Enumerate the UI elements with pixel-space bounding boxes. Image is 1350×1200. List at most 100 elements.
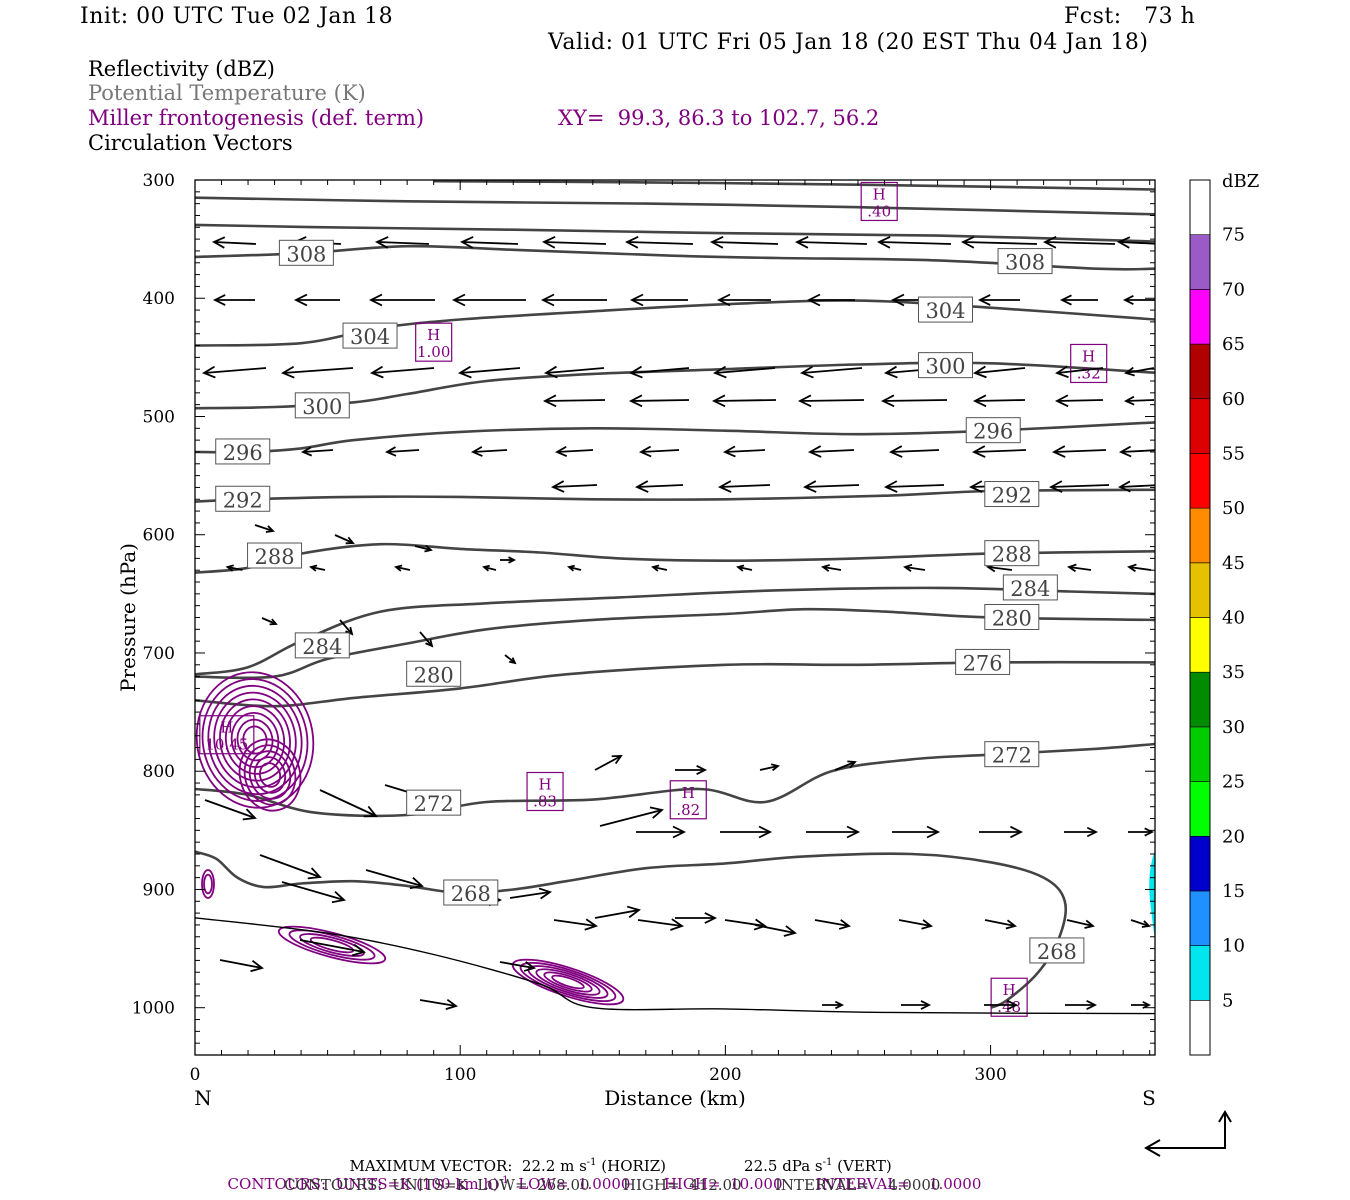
circulation-vector <box>1056 399 1104 402</box>
colorbar-tick-label: 35 <box>1222 662 1245 683</box>
circulation-vector-head <box>211 236 226 249</box>
circulation-vector <box>714 367 776 374</box>
circulation-vector <box>259 854 321 878</box>
theta-label-292: 292 <box>992 484 1032 508</box>
frontogenesis-contour <box>299 933 365 957</box>
circulation-vector-head <box>212 294 226 306</box>
circulation-vector-head <box>280 365 295 379</box>
circulation-vector <box>1118 241 1155 245</box>
circulation-vector-head <box>1051 445 1066 458</box>
circulation-vector <box>371 367 435 374</box>
circulation-vector <box>302 449 334 453</box>
circulation-vector-head <box>797 394 812 408</box>
theta-label-box <box>294 392 350 419</box>
circulation-vector <box>719 484 771 488</box>
theta-label-288: 288 <box>255 545 295 569</box>
high-marker-value: .82 <box>676 801 700 819</box>
theta-label-box <box>997 248 1053 275</box>
circulation-vector-head <box>584 918 598 931</box>
circulation-vector <box>984 919 1016 927</box>
circulation-vector-head <box>628 394 643 408</box>
high-marker-label: H <box>1082 347 1095 365</box>
legend-reflectivity: Reflectivity (dBZ) <box>88 57 276 81</box>
footer-max-vector: MAXIMUM VECTOR: 22.2 m s-1 (HORIZ) 22.5 d… <box>340 1139 892 1175</box>
circulation-vector-head <box>384 446 397 457</box>
theta-label-292: 292 <box>223 488 263 512</box>
theta-label-box <box>984 604 1040 630</box>
contours1-b: LOW= 1.0000 HIGH= 10.000 INTERVAL= 1.000… <box>508 1175 982 1193</box>
colorbar-tick-label: 20 <box>1222 826 1245 847</box>
frontogenesis-contour <box>207 684 303 796</box>
circulation-vector-head <box>651 564 660 572</box>
y-tick-label: 500 <box>143 407 175 427</box>
circulation-vector <box>599 809 663 827</box>
theta-contour-292 <box>195 488 1155 503</box>
circulation-vector <box>1130 919 1150 927</box>
footer-contours-frontogenesis: CONTOURS: UNITS=K (100 km h)-1 LOW= 1.00… <box>218 1157 982 1193</box>
theta-label-276: 276 <box>963 651 1003 675</box>
circulation-vector <box>640 449 680 453</box>
circulation-vector <box>814 919 850 927</box>
colorbar-segment <box>1189 562 1211 618</box>
circulation-vector-head <box>1118 445 1132 458</box>
colorbar-unit: dBZ <box>1222 171 1259 192</box>
high-marker-label: H <box>873 185 886 203</box>
x-tick-label: 100 <box>444 1065 476 1085</box>
circulation-vector <box>509 891 551 899</box>
theta-contour-296 <box>195 421 1155 454</box>
frontogenesis-contour <box>253 756 287 794</box>
circulation-vector <box>365 869 423 887</box>
high-marker-box <box>415 322 453 362</box>
circulation-vector-head <box>926 825 941 839</box>
circulation-vector-head <box>1123 395 1135 406</box>
circulation-vector <box>219 959 263 969</box>
high-marker-value: .83 <box>533 793 557 811</box>
colorbar-tick-label: 50 <box>1222 498 1245 519</box>
colorbar-segment <box>1189 835 1211 892</box>
circulation-vector-head <box>717 480 732 493</box>
circulation-vector-head <box>876 235 891 249</box>
circulation-vector <box>724 449 766 453</box>
circulation-vector-head <box>626 905 641 919</box>
circulation-vector <box>254 524 274 532</box>
max-vector-exp: -1 <box>586 1157 597 1168</box>
theta-label-296: 296 <box>223 441 263 465</box>
high-marker-label: H <box>539 776 552 794</box>
circulation-vector-head <box>1010 825 1024 839</box>
circulation-vector-head <box>672 825 687 839</box>
colorbar-tick-label: 60 <box>1222 389 1245 410</box>
circulation-vector-head <box>345 626 354 636</box>
circulation-vector-head <box>567 564 575 572</box>
circulation-vector <box>472 449 508 453</box>
circulation-vector <box>334 534 354 544</box>
theta-label-272: 272 <box>992 744 1032 768</box>
circulation-vector <box>974 367 1026 374</box>
circulation-vector-head <box>265 525 275 533</box>
circulation-vector-head <box>716 293 731 307</box>
circulation-vector-head <box>1086 999 1098 1011</box>
valid-time: Valid: 01 UTC Fri 05 Jan 18 (20 EST Thu … <box>548 30 1149 55</box>
circulation-vector-head <box>921 919 933 930</box>
high-marker-box <box>526 771 564 812</box>
y-tick-label: 300 <box>143 171 175 191</box>
circulation-vector-head <box>888 445 903 458</box>
circulation-vector <box>1068 566 1092 571</box>
theta-label-268: 268 <box>451 882 491 906</box>
theta-label-box <box>215 438 271 465</box>
circulation-vector-head <box>649 806 664 819</box>
circulation-vector-head <box>1086 826 1099 838</box>
circulation-vector <box>1044 241 1116 245</box>
circulation-vector <box>310 566 326 571</box>
theta-label-box <box>917 296 973 323</box>
circulation-vector <box>737 566 753 571</box>
colorbar-segment <box>1189 890 1211 946</box>
circulation-vector-head <box>890 293 905 307</box>
circulation-vector-head <box>628 365 643 379</box>
circulation-vector-head <box>806 293 821 307</box>
circulation-vector-head <box>1117 480 1131 493</box>
circulation-vector-head <box>394 564 403 572</box>
x-tick-label: 0 <box>190 1065 201 1085</box>
y-tick-label: 400 <box>143 289 175 309</box>
circulation-vector <box>545 367 605 374</box>
circulation-vector <box>339 619 353 635</box>
